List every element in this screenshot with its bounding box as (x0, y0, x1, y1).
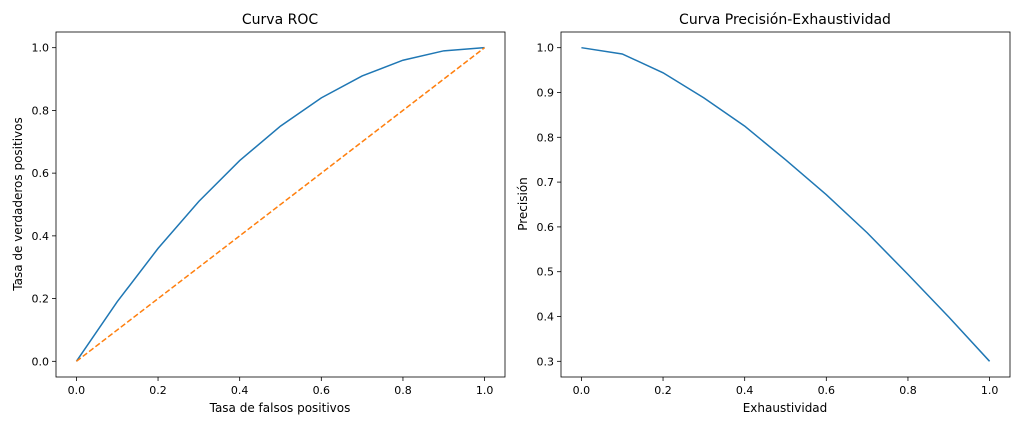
roc-x-tick-label: 1.0 (476, 384, 494, 397)
roc-x-tick-label: 0.6 (313, 384, 331, 397)
roc-y-tick-label: 0.0 (32, 355, 50, 368)
pr-y-axis-label: Precisión (516, 177, 530, 231)
roc-y-axis-label: Tasa de verdaderos positivos (11, 117, 25, 291)
pr-y-tick-label: 0.6 (537, 221, 555, 234)
pr-x-tick-label: 0.8 (899, 384, 917, 397)
pr-x-tick-label: 1.0 (981, 384, 999, 397)
pr-x-axis-label: Exhaustividad (743, 401, 828, 415)
roc-y-tick-label: 0.8 (32, 104, 50, 117)
pr-x-tick-label: 0.4 (736, 384, 754, 397)
roc-y-tick-label: 0.2 (32, 293, 50, 306)
roc-y-tick-label: 1.0 (32, 42, 50, 55)
pr-axes-frame (560, 31, 1011, 378)
roc-series-diagonal-line (75, 47, 486, 362)
pr-chart-title: Curva Precisión-Exhaustividad (679, 12, 891, 28)
pr-y-tick-label: 0.3 (537, 355, 555, 368)
roc-x-tick-label: 0.8 (394, 384, 412, 397)
pr-y-tick-label: 0.4 (537, 311, 555, 324)
pr-y-tick-label: 0.8 (537, 131, 555, 144)
roc-chart-title: Curva ROC (242, 12, 318, 28)
roc-x-tick-label: 0.0 (68, 384, 86, 397)
precision-recall-chart: Curva Precisión-Exhaustividad Exhaustivi… (516, 12, 1011, 415)
pr-x-tick-label: 0.0 (573, 384, 591, 397)
roc-x-axis-label: Tasa de falsos positivos (209, 401, 351, 415)
pr-x-tick-label: 0.6 (818, 384, 836, 397)
pr-x-tick-label: 0.2 (654, 384, 672, 397)
roc-y-tick-label: 0.4 (32, 230, 50, 243)
pr-y-tick-label: 0.5 (537, 266, 555, 279)
roc-series-curve-line (75, 46, 485, 362)
pr-y-tick-label: 1.0 (537, 42, 555, 55)
roc-y-tick-label: 0.6 (32, 167, 50, 180)
roc-chart: Curva ROC Tasa de falsos positivos Tasa … (11, 12, 506, 415)
pr-y-tick-label: 0.7 (537, 176, 555, 189)
roc-x-tick-label: 0.4 (231, 384, 249, 397)
pr-y-tick-label: 0.9 (537, 86, 555, 99)
pr-series-curve-line (581, 46, 991, 362)
roc-axes-frame (55, 31, 506, 378)
roc-x-tick-label: 0.2 (149, 384, 167, 397)
